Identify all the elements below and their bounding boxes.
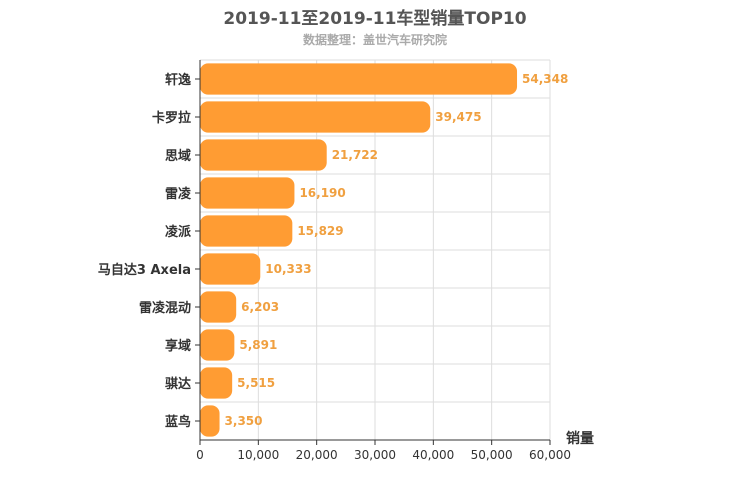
bar-value-label: 15,829 <box>297 224 343 238</box>
category-label: 骐达 <box>165 376 191 392</box>
chart-title: 2019-11至2019-11车型销量TOP10 <box>223 9 527 29</box>
bar-value-label: 10,333 <box>265 262 311 276</box>
bars: 54,348 39,475 21,722 16,190 15,829 10,333 6,20… <box>200 63 568 437</box>
bar <box>200 367 233 399</box>
x-tick-label: 10,000 <box>237 448 279 462</box>
category-label: 蓝鸟 <box>165 414 191 430</box>
bar <box>200 291 237 323</box>
bar-value-label: 54,348 <box>522 72 568 86</box>
bar-value-label: 6,203 <box>241 300 279 314</box>
x-tick-label: 30,000 <box>354 448 396 462</box>
x-tick-label: 0 <box>196 448 204 462</box>
bar-value-label: 3,350 <box>225 414 263 428</box>
bar <box>200 329 235 361</box>
category-label: 卡罗拉 <box>152 110 191 126</box>
axes: 0 10,000 20,000 30,000 40,000 50,000 60,000 轩逸卡… <box>98 60 571 462</box>
chart-subtitle: 数据整理：盖世汽车研究院 <box>302 33 447 47</box>
bar-value-label: 16,190 <box>299 186 345 200</box>
x-tick-label: 60,000 <box>529 448 571 462</box>
bar <box>200 101 431 133</box>
bar-value-label: 21,722 <box>332 148 378 162</box>
bar <box>200 215 293 247</box>
category-label: 雷凌混动 <box>139 300 191 316</box>
grid <box>200 59 551 441</box>
category-label: 雷凌 <box>165 186 192 202</box>
bar-value-label: 39,475 <box>435 110 481 124</box>
bar <box>200 63 518 95</box>
category-label: 享域 <box>165 338 191 354</box>
category-label: 凌派 <box>165 224 192 240</box>
category-label: 马自达3 Axela <box>98 262 191 278</box>
bar <box>200 405 220 437</box>
bar <box>200 177 295 209</box>
bar-value-label: 5,891 <box>239 338 277 352</box>
x-tick-label: 50,000 <box>471 448 513 462</box>
x-tick-label: 40,000 <box>412 448 454 462</box>
category-label: 思域 <box>165 148 191 164</box>
x-axis-title: 销量 <box>566 430 594 447</box>
category-label: 轩逸 <box>165 72 191 88</box>
x-tick-label: 20,000 <box>296 448 338 462</box>
bar <box>200 253 261 285</box>
bar <box>200 139 327 171</box>
bar-value-label: 5,515 <box>237 376 275 390</box>
